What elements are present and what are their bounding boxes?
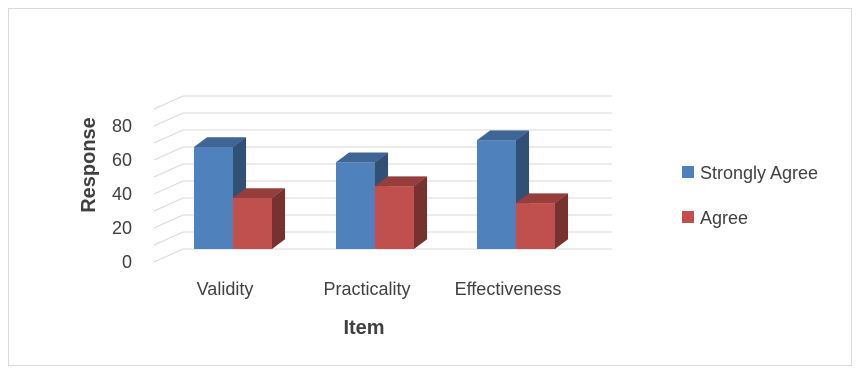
bar-side [555,193,569,249]
bar-front [477,140,516,249]
bar-top [477,130,530,141]
bars [194,130,569,249]
bar [375,176,428,249]
bar-side [414,176,428,249]
bar-side [272,188,286,249]
legend: Strongly Agree Agree [682,163,818,228]
legend-label-agree: Agree [700,208,748,228]
bar [477,130,530,249]
x-category-label: Validity [197,279,254,299]
bar [516,193,569,249]
bar-front [516,203,555,249]
legend-swatch-agree [682,211,694,223]
x-category-label: Practicality [323,279,410,299]
gridline [153,146,612,161]
bar-front [336,162,375,249]
gridlines [153,95,612,263]
x-category-label: Effectiveness [455,279,562,299]
bar-front [194,147,233,249]
y-tick-label: 60 [112,150,132,170]
gridline [153,197,612,212]
chart-frame [8,8,852,366]
gridline [153,248,612,263]
y-axis-title: Response [78,117,100,213]
bar-top [233,188,286,198]
gridline [153,129,612,144]
bar-front [375,186,414,249]
gridline [153,231,612,246]
y-tick-label: 80 [112,116,132,136]
y-axis-ticks: 0 20 40 60 80 [112,116,132,272]
bar [336,152,389,249]
x-axis-title: Item [343,317,384,339]
gridline [153,214,612,229]
legend-swatch-strongly-agree [682,166,694,178]
bar [233,188,286,249]
x-axis-categories: Validity Practicality Effectiveness [197,279,562,299]
gridline [153,95,612,110]
bar-top [375,176,428,187]
bar-top [336,152,389,163]
gridline [153,112,612,127]
y-tick-label: 40 [112,184,132,204]
bar-top [194,137,247,147]
bar-front [233,198,272,249]
y-tick-label: 0 [122,252,132,272]
gridline [153,180,612,195]
bar-top [516,193,569,204]
y-tick-label: 20 [112,218,132,238]
gridline [153,163,612,178]
legend-label-strongly-agree: Strongly Agree [700,163,818,183]
